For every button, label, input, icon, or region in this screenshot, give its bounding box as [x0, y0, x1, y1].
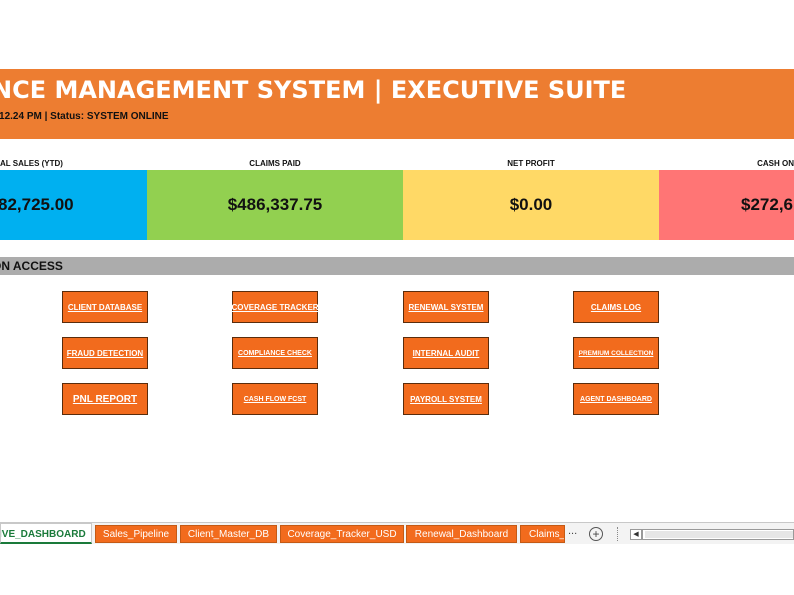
client-database-button[interactable]: CLIENT DATABASE	[62, 291, 148, 323]
claims-log-button[interactable]: CLAIMS LOG	[573, 291, 659, 323]
compliance-check-button[interactable]: COMPLIANCE CHECK	[232, 337, 318, 369]
internal-audit-button[interactable]: INTERNAL AUDIT	[403, 337, 489, 369]
section-header: ON ACCESS	[0, 257, 794, 275]
page-title-text: NCE MANAGEMENT SYSTEM | EXECUTIVE SUITE	[0, 76, 627, 104]
kpi-sales-box: 82,725.00	[0, 170, 147, 240]
renewal-system-button[interactable]: RENEWAL SYSTEM	[403, 291, 489, 323]
pnl-report-button[interactable]: PNL REPORT	[62, 383, 148, 415]
triangle-left-icon[interactable]: ◀	[630, 529, 642, 540]
cash-flow-fcst-button[interactable]: CASH FLOW FCST	[232, 383, 318, 415]
tab-sales-pipeline[interactable]: Sales_Pipeline	[95, 525, 177, 543]
kpi-label-profit: NET PROFIT	[507, 159, 555, 168]
scrollbar-thumb[interactable]	[645, 531, 793, 538]
status-text: 2026 12.24 PM | Status: SYSTEM ONLINE	[0, 111, 169, 122]
section-title-text: ON ACCESS	[0, 259, 63, 273]
tab-renewal-dashboard[interactable]: Renewal_Dashboard	[406, 525, 517, 543]
sheet-tab-bar: IVE_DASHBOARD Sales_Pipeline Client_Mast…	[0, 522, 794, 544]
kpi-claims-box: $486,337.75	[147, 170, 403, 240]
tab-coverage-tracker-usd[interactable]: Coverage_Tracker_USD	[280, 525, 404, 543]
premium-collection-button[interactable]: PREMIUM COLLECTION	[573, 337, 659, 369]
tab-splitter[interactable]	[617, 527, 619, 541]
tab-executive-dashboard-label: IVE_DASHBOARD	[0, 529, 86, 540]
tab-overflow-ellipsis[interactable]: ...	[568, 525, 578, 537]
plus-circle-icon[interactable]: +	[589, 527, 603, 541]
agent-dashboard-button[interactable]: AGENT DASHBOARD	[573, 383, 659, 415]
kpi-label-sales: AL SALES (YTD)	[0, 159, 63, 168]
horizontal-scrollbar[interactable]	[642, 529, 794, 540]
status-line: 2026 12.24 PM | Status: SYSTEM ONLINE	[0, 110, 794, 124]
tab-executive-dashboard[interactable]: IVE_DASHBOARD	[0, 523, 92, 544]
kpi-label-claims: CLAIMS PAID	[249, 159, 301, 168]
kpi-cash-box: $272,6	[659, 170, 794, 240]
kpi-cash-value: $272,6	[741, 195, 793, 214]
section-title: ON ACCESS	[0, 257, 794, 275]
kpi-sales-value: 82,725.00	[0, 195, 74, 214]
kpi-profit-box: $0.00	[403, 170, 659, 240]
kpi-profit-value: $0.00	[509, 195, 553, 214]
tab-claims[interactable]: Claims_	[520, 525, 565, 543]
tab-client-master-db[interactable]: Client_Master_DB	[180, 525, 277, 543]
payroll-system-button[interactable]: PAYROLL SYSTEM	[403, 383, 489, 415]
kpi-label-cash-text: CASH ON	[757, 159, 794, 168]
header-banner: NCE MANAGEMENT SYSTEM | EXECUTIVE SUITE …	[0, 69, 794, 139]
kpi-claims-value: $486,337.75	[227, 195, 323, 214]
page-title: NCE MANAGEMENT SYSTEM | EXECUTIVE SUITE	[0, 75, 794, 105]
kpi-label-cash: CASH ON	[659, 158, 794, 170]
fraud-detection-button[interactable]: FRAUD DETECTION	[62, 337, 148, 369]
coverage-tracker-button[interactable]: COVERAGE TRACKER	[231, 291, 319, 323]
